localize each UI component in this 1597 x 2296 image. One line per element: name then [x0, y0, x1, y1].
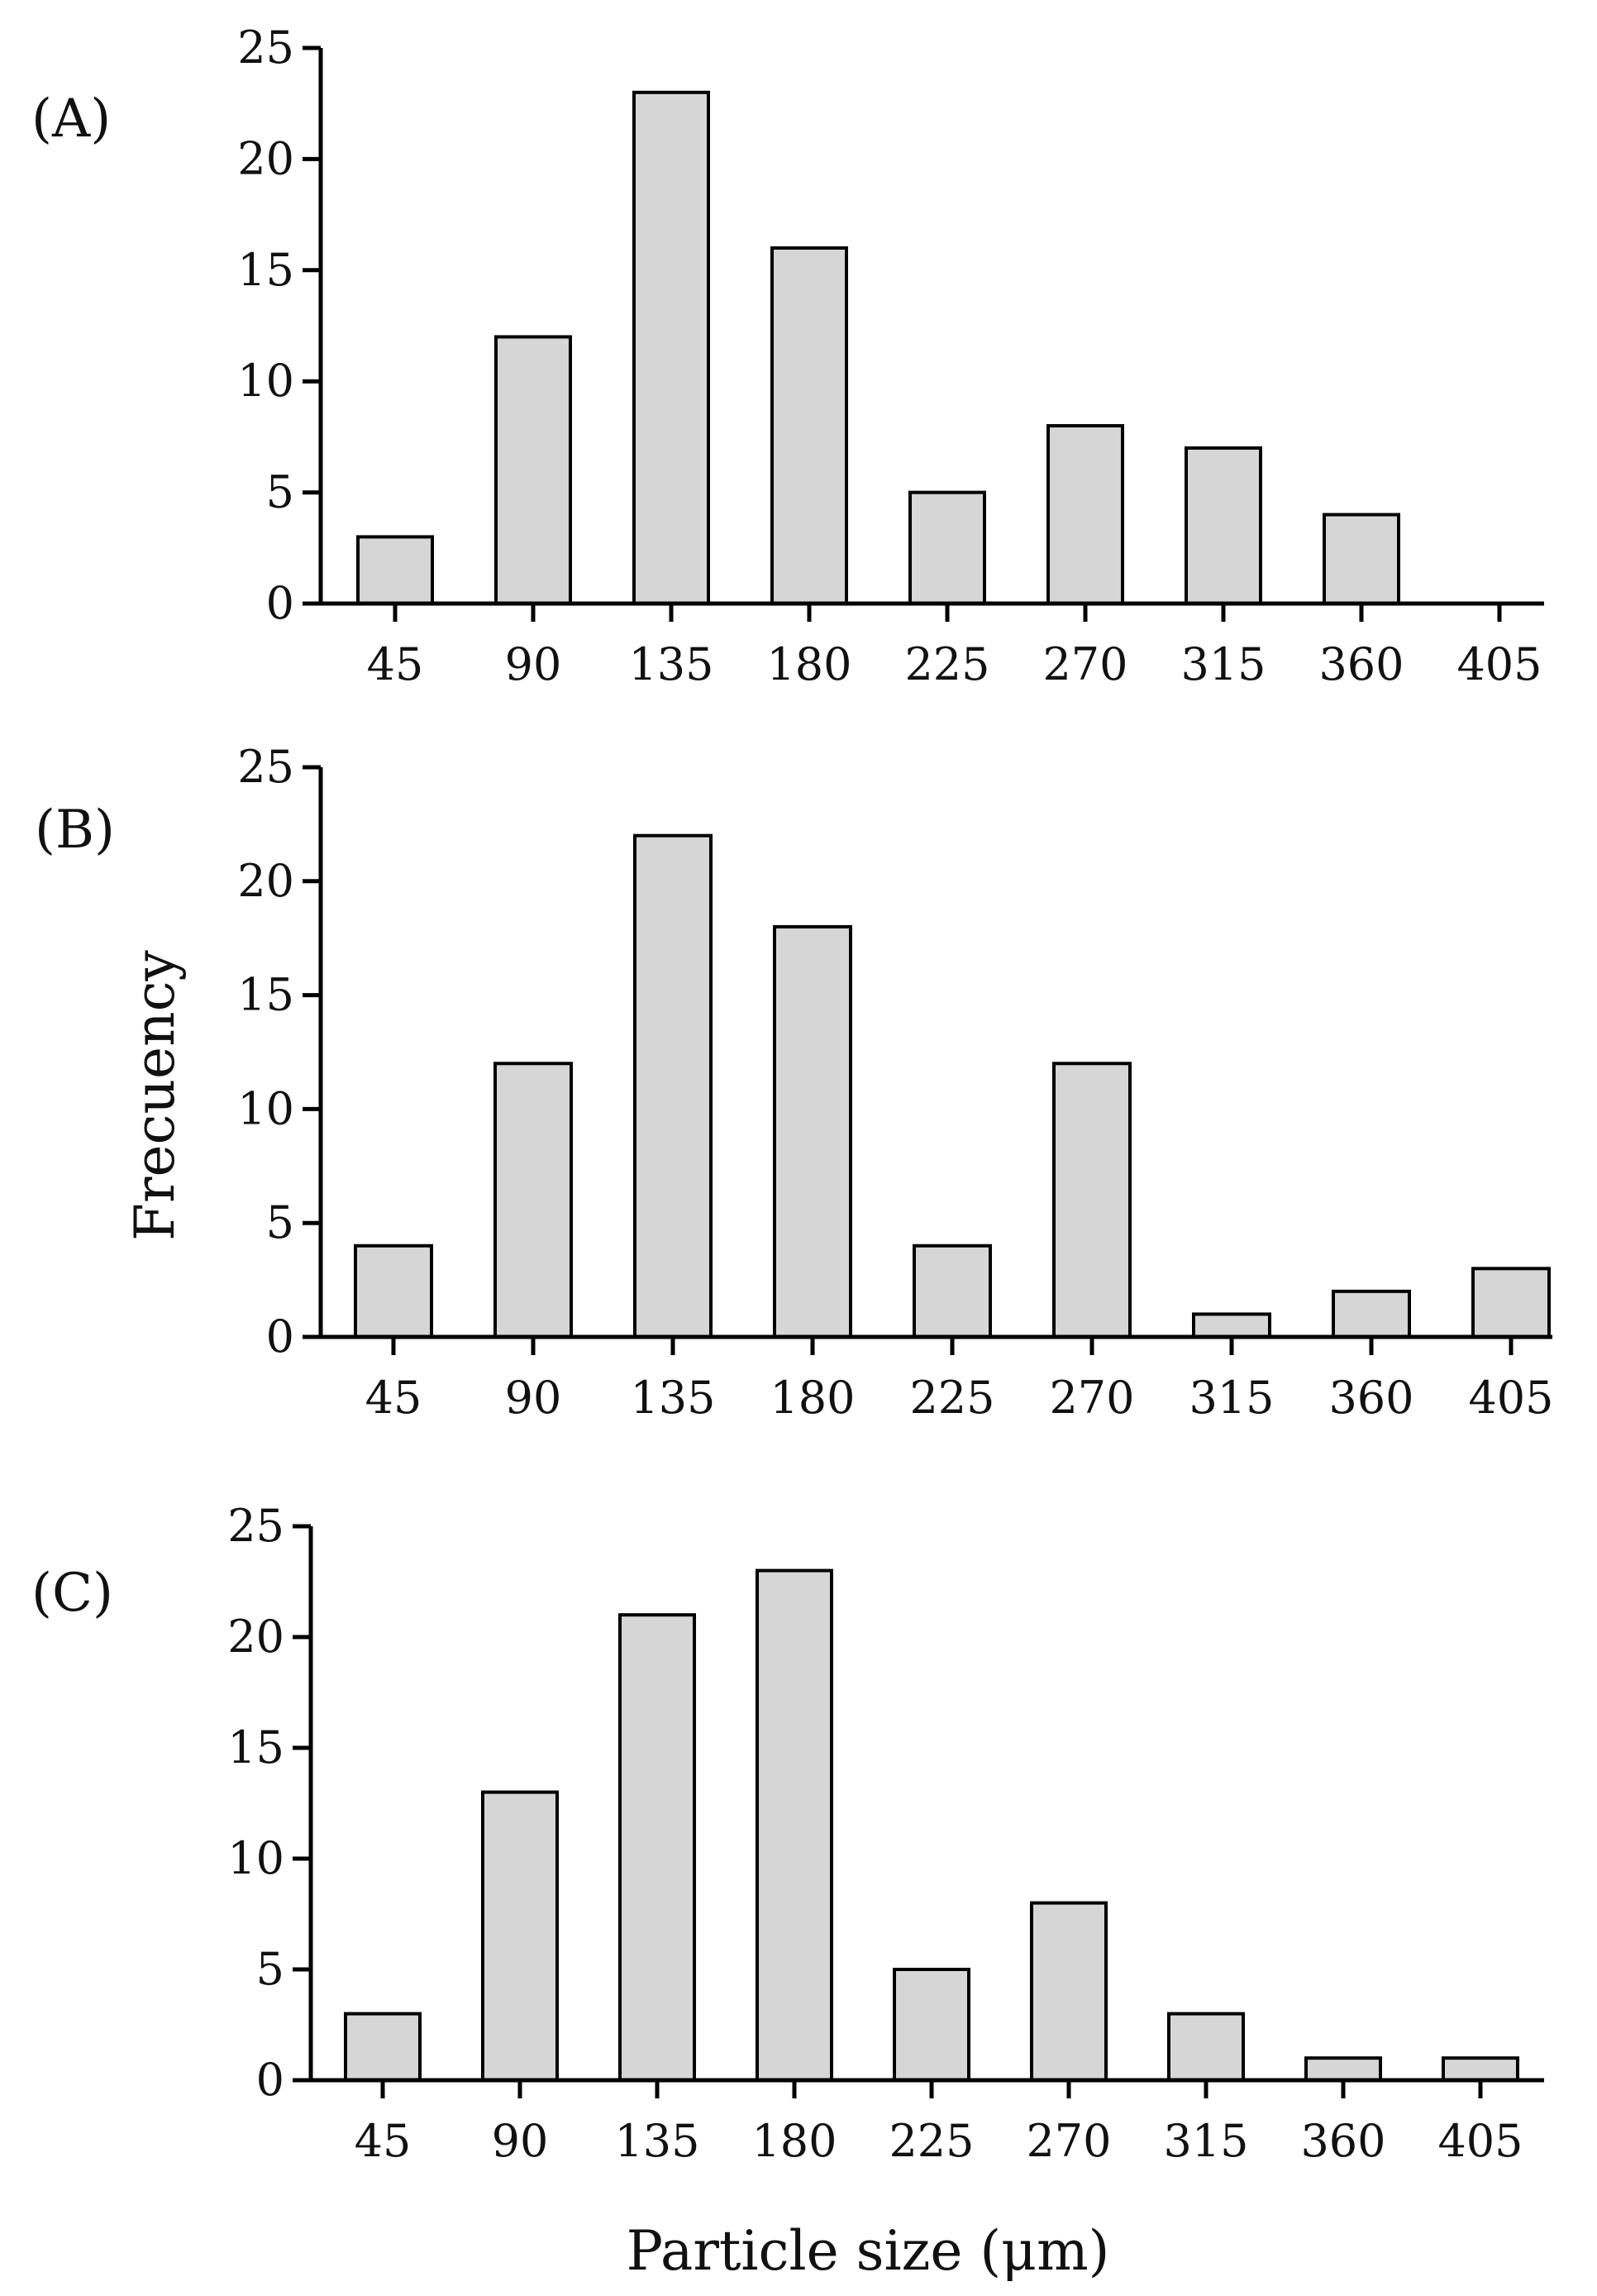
panel-c-bar-405 — [1442, 2056, 1519, 2082]
panel-c-y-tick-label-5: 5 — [256, 1943, 284, 1995]
panel-c-y-tick-label-25: 25 — [227, 1500, 284, 1552]
panel-b-x-tick-label-270: 270 — [1049, 1372, 1134, 1424]
panel-a-x-tick-label-90: 90 — [505, 638, 562, 690]
panel-a-bar-360 — [1323, 513, 1400, 605]
panel-a-y-tick-label-20: 20 — [237, 132, 294, 184]
panel-a-bar-315 — [1185, 446, 1262, 606]
y-axis-title: Frecuency — [123, 949, 187, 1240]
panel-a-label: (A) — [31, 88, 111, 150]
panel-c-label: (C) — [31, 1563, 113, 1624]
panel-b-y-tick-label-5: 5 — [266, 1196, 294, 1248]
panel-b-x-tick-label-180: 180 — [770, 1372, 855, 1424]
panel-a-x-tick-label-180: 180 — [766, 638, 851, 690]
panel-b-x-tick-label-135: 135 — [630, 1372, 715, 1424]
panel-a-bar-225 — [908, 490, 986, 605]
panel-c-y-tick-label-10: 10 — [227, 1832, 284, 1884]
panel-b-y-tick-label-15: 15 — [237, 969, 294, 1021]
panel-c-x-tick-label-225: 225 — [889, 2115, 974, 2167]
panel-c-bar-315 — [1167, 2012, 1245, 2083]
panel-b-y-tick-label-25: 25 — [237, 741, 294, 793]
x-axis-title: Particle size (μm) — [627, 2219, 1110, 2283]
panel-a-y-tick-label-5: 5 — [266, 466, 294, 518]
panel-c-y-tick-label-20: 20 — [227, 1611, 284, 1663]
panel-a-y-tick-label-0: 0 — [266, 577, 294, 629]
panel-c: 0 5 10 15 20 25 45 90 135 180 225 270 315 360 405 (C) — [31, 1500, 1544, 2167]
panel-b-y-tick-label-20: 20 — [237, 855, 294, 907]
panel-c-bar-135 — [618, 1613, 696, 2082]
panel-c-bar-45 — [344, 2012, 422, 2083]
panel-a-y-tick-label-15: 15 — [237, 244, 294, 296]
panel-c-bar-270 — [1030, 1901, 1108, 2083]
panel-c-bar-360 — [1304, 2056, 1382, 2082]
panel-b: 0 5 10 15 20 25 45 90 135 180 225 270 315 360 405 (B) — [35, 741, 1554, 1424]
panel-b-x-tick-label-45: 45 — [365, 1372, 422, 1424]
panel-c-bar-180 — [756, 1568, 833, 2082]
panel-c-x-tick-label-315: 315 — [1163, 2115, 1248, 2167]
panel-a-x-tick-label-360: 360 — [1318, 638, 1404, 690]
panel-b-bar-315 — [1192, 1312, 1271, 1339]
panel-a-x-tick-label-45: 45 — [367, 638, 424, 690]
panel-b-bar-45 — [354, 1243, 433, 1339]
panel-a-x-tick-label-270: 270 — [1042, 638, 1127, 690]
panel-c-x-tick-label-405: 405 — [1437, 2115, 1523, 2167]
panel-c-bar-90 — [481, 1790, 559, 2083]
panel-b-x-tick-label-225: 225 — [909, 1372, 994, 1424]
panel-a-bar-90 — [494, 335, 572, 605]
panel-a-bar-135 — [632, 90, 710, 605]
panel-c-x-tick-label-270: 270 — [1026, 2115, 1111, 2167]
panel-a-x-tick-label-225: 225 — [904, 638, 989, 690]
panel-c-x-tick-label-180: 180 — [751, 2115, 837, 2167]
panel-c-y-tick-label-15: 15 — [227, 1721, 284, 1773]
panel-b-label: (B) — [35, 800, 115, 861]
panel-a-x-tick-label-405: 405 — [1456, 638, 1542, 690]
panel-a-y-tick-label-25: 25 — [237, 21, 294, 74]
chart-panels: 0 5 10 15 20 25 45 90 135 180 225 270 315 360 405 (A) 0 5… — [31, 21, 1554, 2167]
panel-c-y-tick-label-0: 0 — [256, 2054, 284, 2106]
panel-a-bar-270 — [1046, 423, 1124, 606]
panel-a-x-tick-label-135: 135 — [628, 638, 713, 690]
panel-c-x-tick-label-360: 360 — [1300, 2115, 1385, 2167]
panel-a-y-tick-label-10: 10 — [237, 355, 294, 407]
panel-a-x-tick-label-315: 315 — [1180, 638, 1266, 690]
panel-b-x-tick-label-315: 315 — [1189, 1372, 1274, 1424]
panel-b-bar-225 — [913, 1243, 992, 1339]
panel-b-x-tick-label-90: 90 — [505, 1372, 562, 1424]
panel-b-x-tick-label-360: 360 — [1328, 1372, 1413, 1424]
panel-c-bar-225 — [893, 1968, 970, 2082]
panel-b-bar-270 — [1052, 1062, 1132, 1339]
panel-a: 0 5 10 15 20 25 45 90 135 180 225 270 315 360 405 (A) — [31, 21, 1544, 690]
panel-c-x-tick-label-90: 90 — [492, 2115, 549, 2167]
panel-a-bar-180 — [770, 246, 848, 605]
panel-b-bar-90 — [493, 1062, 573, 1339]
panel-c-x-tick-label-135: 135 — [614, 2115, 699, 2167]
panel-b-y-tick-label-10: 10 — [237, 1082, 294, 1134]
panel-b-bar-360 — [1332, 1289, 1411, 1339]
panel-b-bar-405 — [1471, 1267, 1551, 1339]
panel-b-y-tick-label-0: 0 — [266, 1310, 294, 1363]
panel-b-bar-180 — [773, 924, 852, 1339]
panel-b-bar-135 — [633, 833, 713, 1339]
panel-a-bar-45 — [356, 535, 434, 605]
panel-b-x-tick-label-405: 405 — [1468, 1372, 1553, 1424]
panel-c-x-tick-label-45: 45 — [355, 2115, 412, 2167]
